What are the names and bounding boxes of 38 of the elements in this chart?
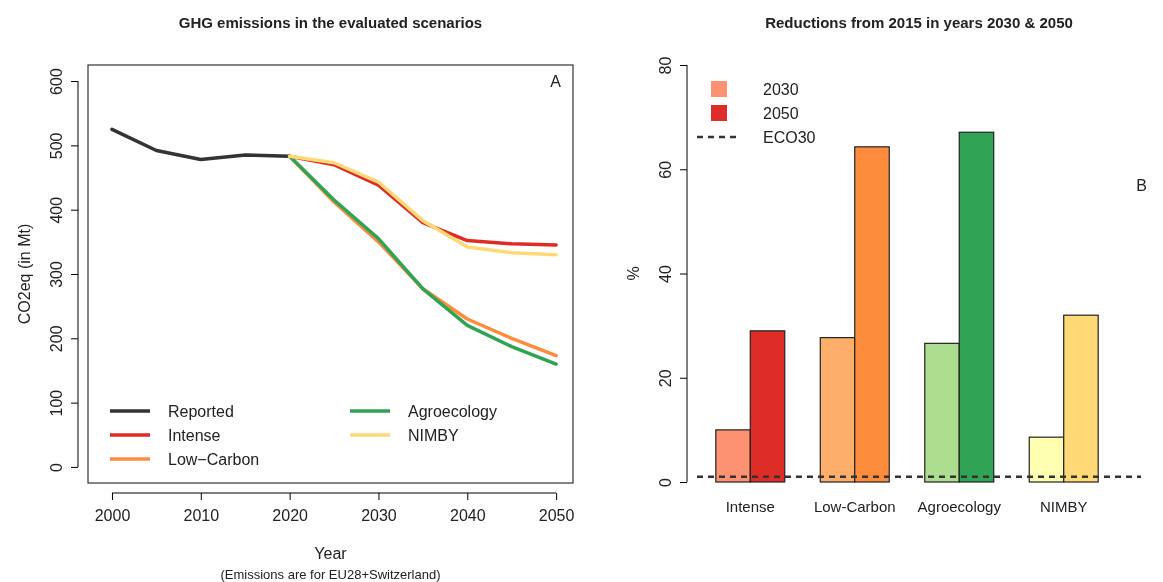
y-tick-label: 60 <box>656 160 674 179</box>
y-tick-label: 300 <box>47 261 65 288</box>
legend-label: 2030 <box>763 80 799 98</box>
annotation: A <box>550 73 562 90</box>
legend-label: Reported <box>168 402 234 420</box>
y-tick-label: 100 <box>47 389 65 417</box>
x-tick-label: 2030 <box>361 506 397 524</box>
y-tick-label: 0 <box>656 477 674 487</box>
x-tick-label: 2020 <box>272 506 309 524</box>
legend-label: NIMBY <box>408 426 459 444</box>
y-tick-label: 20 <box>656 369 674 388</box>
legend-label: Intense <box>168 426 221 444</box>
y-tick-label: 80 <box>656 56 674 75</box>
text: (Emissions are for EU28+Switzerland) <box>220 567 441 582</box>
x-tick-label: Agroecology <box>917 498 1002 515</box>
y-tick-label: 500 <box>47 132 65 160</box>
x-tick-label: 2000 <box>94 506 131 524</box>
chart-title: GHG emissions in the evaluated scenarios <box>178 14 483 31</box>
y-tick-label: 40 <box>656 265 674 283</box>
x-tick-label: NIMBY <box>1039 498 1088 515</box>
legend-label: 2050 <box>763 104 799 122</box>
legend-label: Low−Carbon <box>168 450 260 468</box>
x-tick-label: 2050 <box>538 506 575 524</box>
x-tick-label: 2010 <box>183 506 220 524</box>
y-axis-title: % <box>625 266 642 281</box>
annotation: B <box>1136 177 1147 195</box>
y-axis-title: CO2eq (in Mt) <box>16 223 33 325</box>
x-tick-label: Low-Carbon <box>813 498 896 515</box>
chart-title: Reductions from 2015 in years 2030 & 2050 <box>765 14 1073 31</box>
y-tick-label: 0 <box>47 462 65 472</box>
legend-label: ECO30 <box>763 128 816 146</box>
x-tick-label: 2040 <box>450 506 486 524</box>
x-tick-label: Intense <box>725 498 775 515</box>
y-tick-label: 200 <box>47 325 65 353</box>
y-tick-label: 400 <box>47 196 65 224</box>
x-axis-title: Year <box>314 545 348 562</box>
legend-label: Agroecology <box>408 402 497 420</box>
y-tick-label: 600 <box>47 68 65 95</box>
